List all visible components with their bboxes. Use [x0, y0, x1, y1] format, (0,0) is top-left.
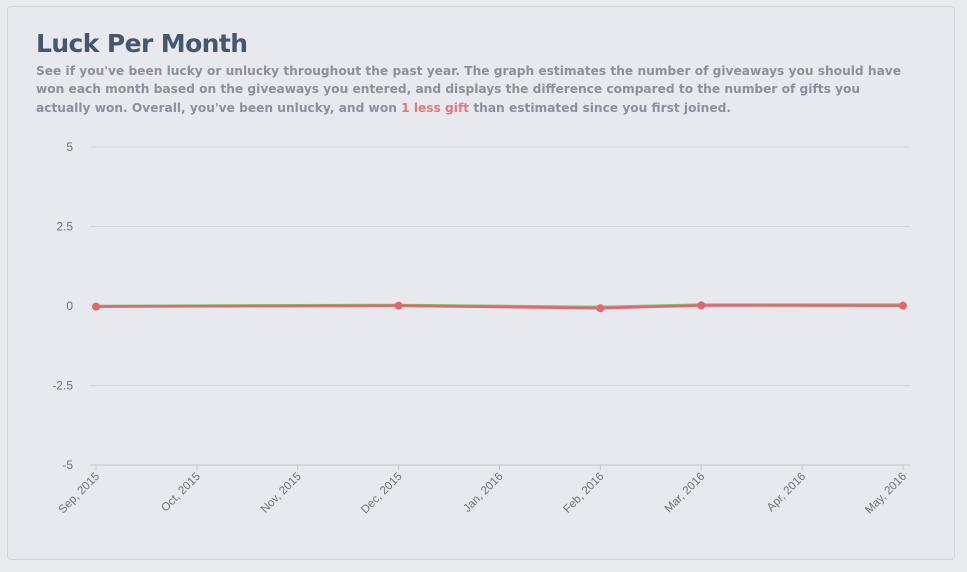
- x-tick-label: May, 2016: [863, 471, 909, 517]
- data-point-actual: [394, 301, 403, 310]
- y-tick-label: 0: [66, 299, 73, 313]
- description-text-start: See if you've been lucky or unlucky thro…: [36, 64, 902, 115]
- luck-per-month-panel: [7, 6, 955, 560]
- x-tick-label: Jan, 2016: [461, 471, 505, 515]
- x-tick-label: Sep, 2015: [57, 471, 103, 517]
- description-text-end: than estimated since you first joined.: [469, 100, 731, 115]
- series-line-actual: [94, 304, 905, 310]
- x-tick-label: Dec, 2015: [359, 471, 405, 517]
- chart-description: See if you've been lucky or unlucky thro…: [36, 62, 916, 117]
- data-point-actual: [697, 301, 706, 310]
- y-tick-label: 2.5: [56, 220, 73, 234]
- data-point-actual: [596, 304, 605, 313]
- luck-summary-highlight: 1 less gift: [401, 100, 470, 115]
- data-point-actual: [899, 301, 907, 310]
- y-tick-label: 5: [66, 140, 73, 154]
- x-tick-label: Feb, 2016: [561, 471, 606, 516]
- x-tick-label: Mar, 2016: [663, 471, 708, 516]
- y-tick-label: -5: [62, 458, 73, 472]
- data-point-actual: [92, 302, 100, 311]
- y-tick-label: -2.5: [52, 379, 73, 393]
- x-tick-label: Oct, 2015: [159, 471, 203, 515]
- x-tick-label: Nov, 2015: [259, 471, 304, 516]
- x-tick-label: Apr, 2016: [765, 471, 808, 514]
- page-title: Luck Per Month: [36, 29, 248, 58]
